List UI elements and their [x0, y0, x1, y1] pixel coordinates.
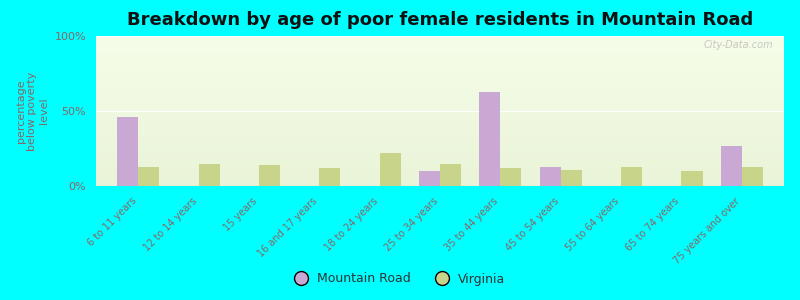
Bar	[117, 117, 138, 186]
Bar	[721, 146, 742, 186]
Legend: Mountain Road, Virginia: Mountain Road, Virginia	[290, 268, 510, 290]
Bar	[682, 171, 702, 186]
Bar	[479, 92, 500, 186]
Bar	[259, 165, 280, 186]
Bar	[621, 167, 642, 186]
Text: City-Data.com: City-Data.com	[704, 40, 774, 50]
Title: Breakdown by age of poor female residents in Mountain Road: Breakdown by age of poor female resident…	[127, 11, 753, 29]
Y-axis label: percentage
below poverty
level: percentage below poverty level	[16, 71, 49, 151]
Bar	[319, 168, 341, 186]
Bar	[138, 167, 159, 186]
Bar	[539, 167, 561, 186]
Bar	[440, 164, 461, 186]
Bar	[198, 164, 220, 186]
Bar	[500, 168, 522, 186]
Bar	[742, 167, 763, 186]
Bar	[419, 171, 440, 186]
Bar	[561, 169, 582, 186]
Bar	[380, 153, 401, 186]
